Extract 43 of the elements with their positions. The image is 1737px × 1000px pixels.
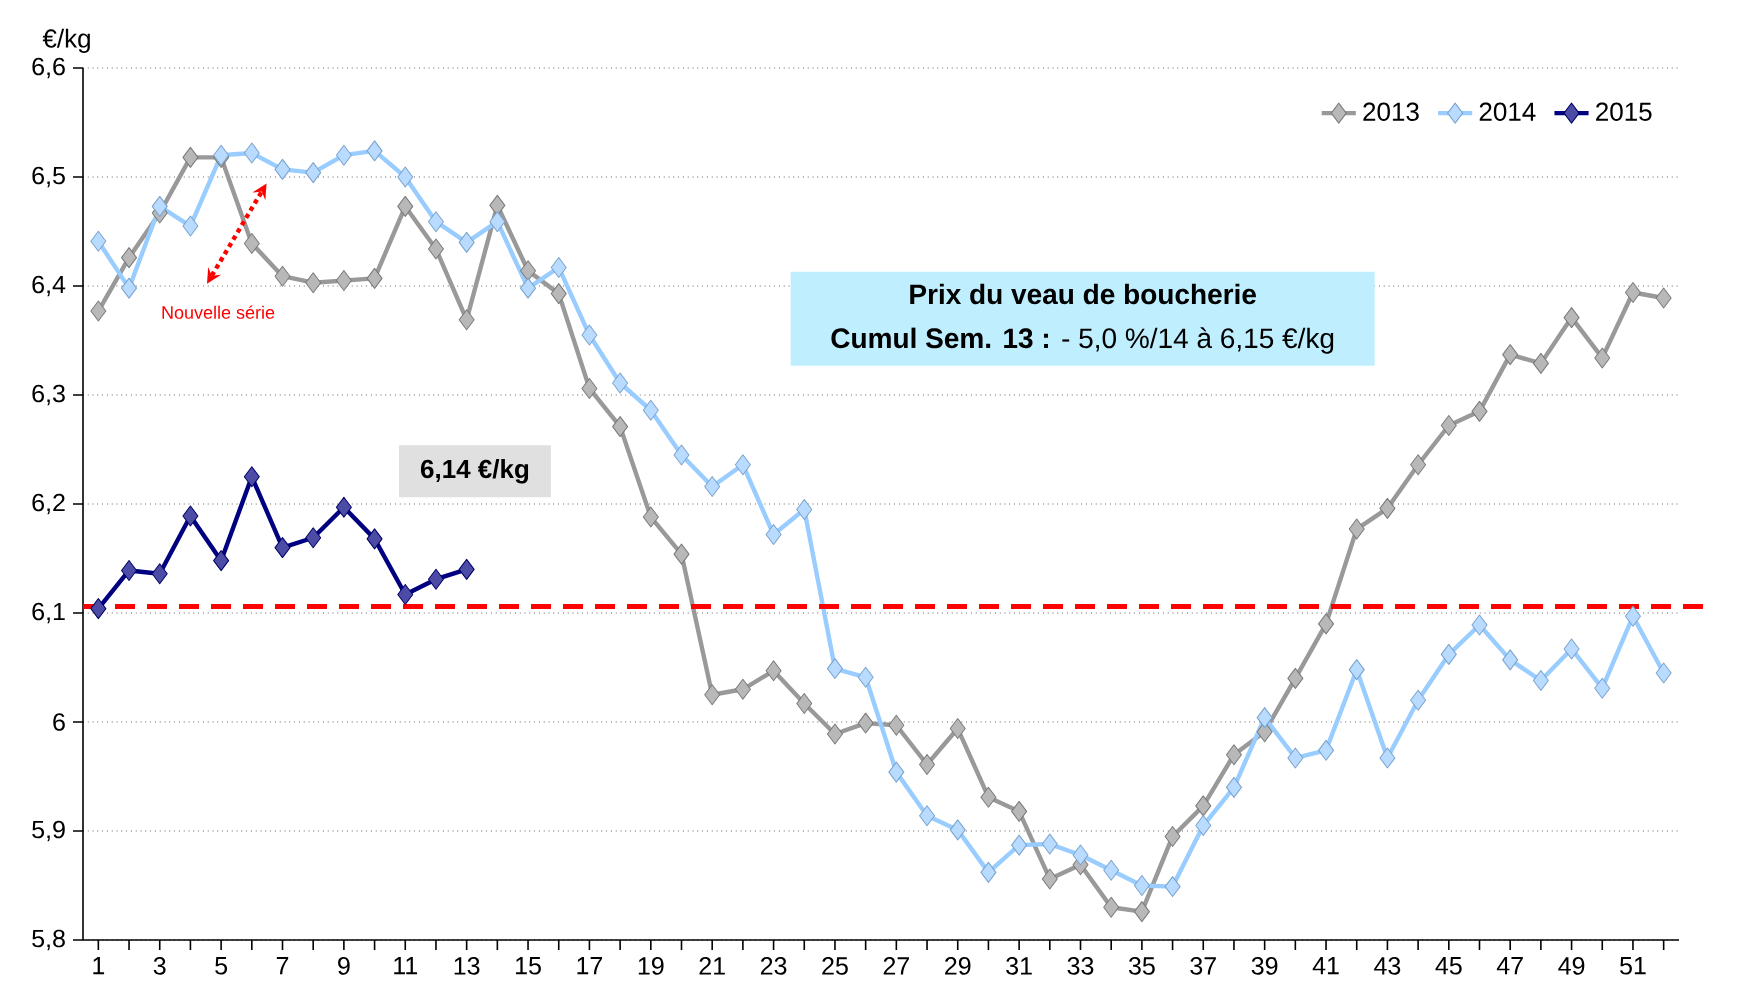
x-tick-label: 17: [577, 957, 603, 975]
legend-label: 2013: [1363, 102, 1419, 121]
y-tick-label: 5,8: [32, 929, 65, 951]
annotation: Nouvelle série: [162, 305, 275, 319]
x-tick-label: 33: [1067, 957, 1094, 975]
x-tick-label: 43: [1374, 957, 1401, 975]
y-tick-label: 6,5: [32, 166, 65, 188]
x-tick-label: 3: [153, 957, 166, 975]
y-tick-label: 6,1: [32, 602, 65, 624]
x-tick-label: 21: [699, 957, 725, 975]
x-tick-label: 35: [1128, 957, 1155, 975]
x-tick-label: 13: [454, 957, 480, 975]
annotation: 6,14 €/kg: [420, 459, 529, 484]
x-tick-label: 1: [93, 957, 105, 975]
x-tick-label: 25: [822, 957, 848, 975]
x-tick-label: 39: [1251, 957, 1278, 975]
x-tick-label: 15: [516, 957, 541, 975]
x-tick-label: 11: [394, 957, 418, 975]
text: Cumul Sem. 13 : - 5,0 %/14 à 6,15 €/kg: [831, 327, 1334, 354]
y-tick-label: 6,3: [32, 384, 65, 406]
x-tick-label: 31: [1006, 957, 1032, 975]
x-tick-label: 9: [338, 957, 350, 975]
x-tick-label: 7: [276, 957, 289, 975]
x-tick-label: 49: [1558, 957, 1585, 975]
x-tick-label: 19: [638, 957, 664, 975]
y-tick-label: 6,6: [32, 57, 65, 79]
x-tick-label: 37: [1190, 957, 1216, 975]
x-tick-label: 27: [883, 957, 909, 975]
x-tick-label: 29: [945, 957, 971, 975]
x-tick-label: 47: [1496, 957, 1523, 975]
x-tick-label: 51: [1620, 957, 1646, 975]
x-tick-label: 23: [760, 957, 787, 975]
legend-label: 2015: [1596, 102, 1652, 121]
x-tick-label: 5: [215, 957, 228, 975]
legend-label: 2014: [1479, 102, 1536, 121]
y-tick-label: 6,4: [32, 275, 66, 297]
x-tick-label: 45: [1435, 957, 1462, 975]
text: Prix du veau de boucherie: [910, 283, 1256, 305]
x-tick-label: 41: [1312, 957, 1339, 975]
y-tick-label: 5,9: [32, 820, 65, 842]
y-axis-title: €/kg: [42, 28, 90, 53]
y-tick-label: 6: [53, 713, 65, 731]
y-tick-label: 6,2: [32, 493, 65, 515]
